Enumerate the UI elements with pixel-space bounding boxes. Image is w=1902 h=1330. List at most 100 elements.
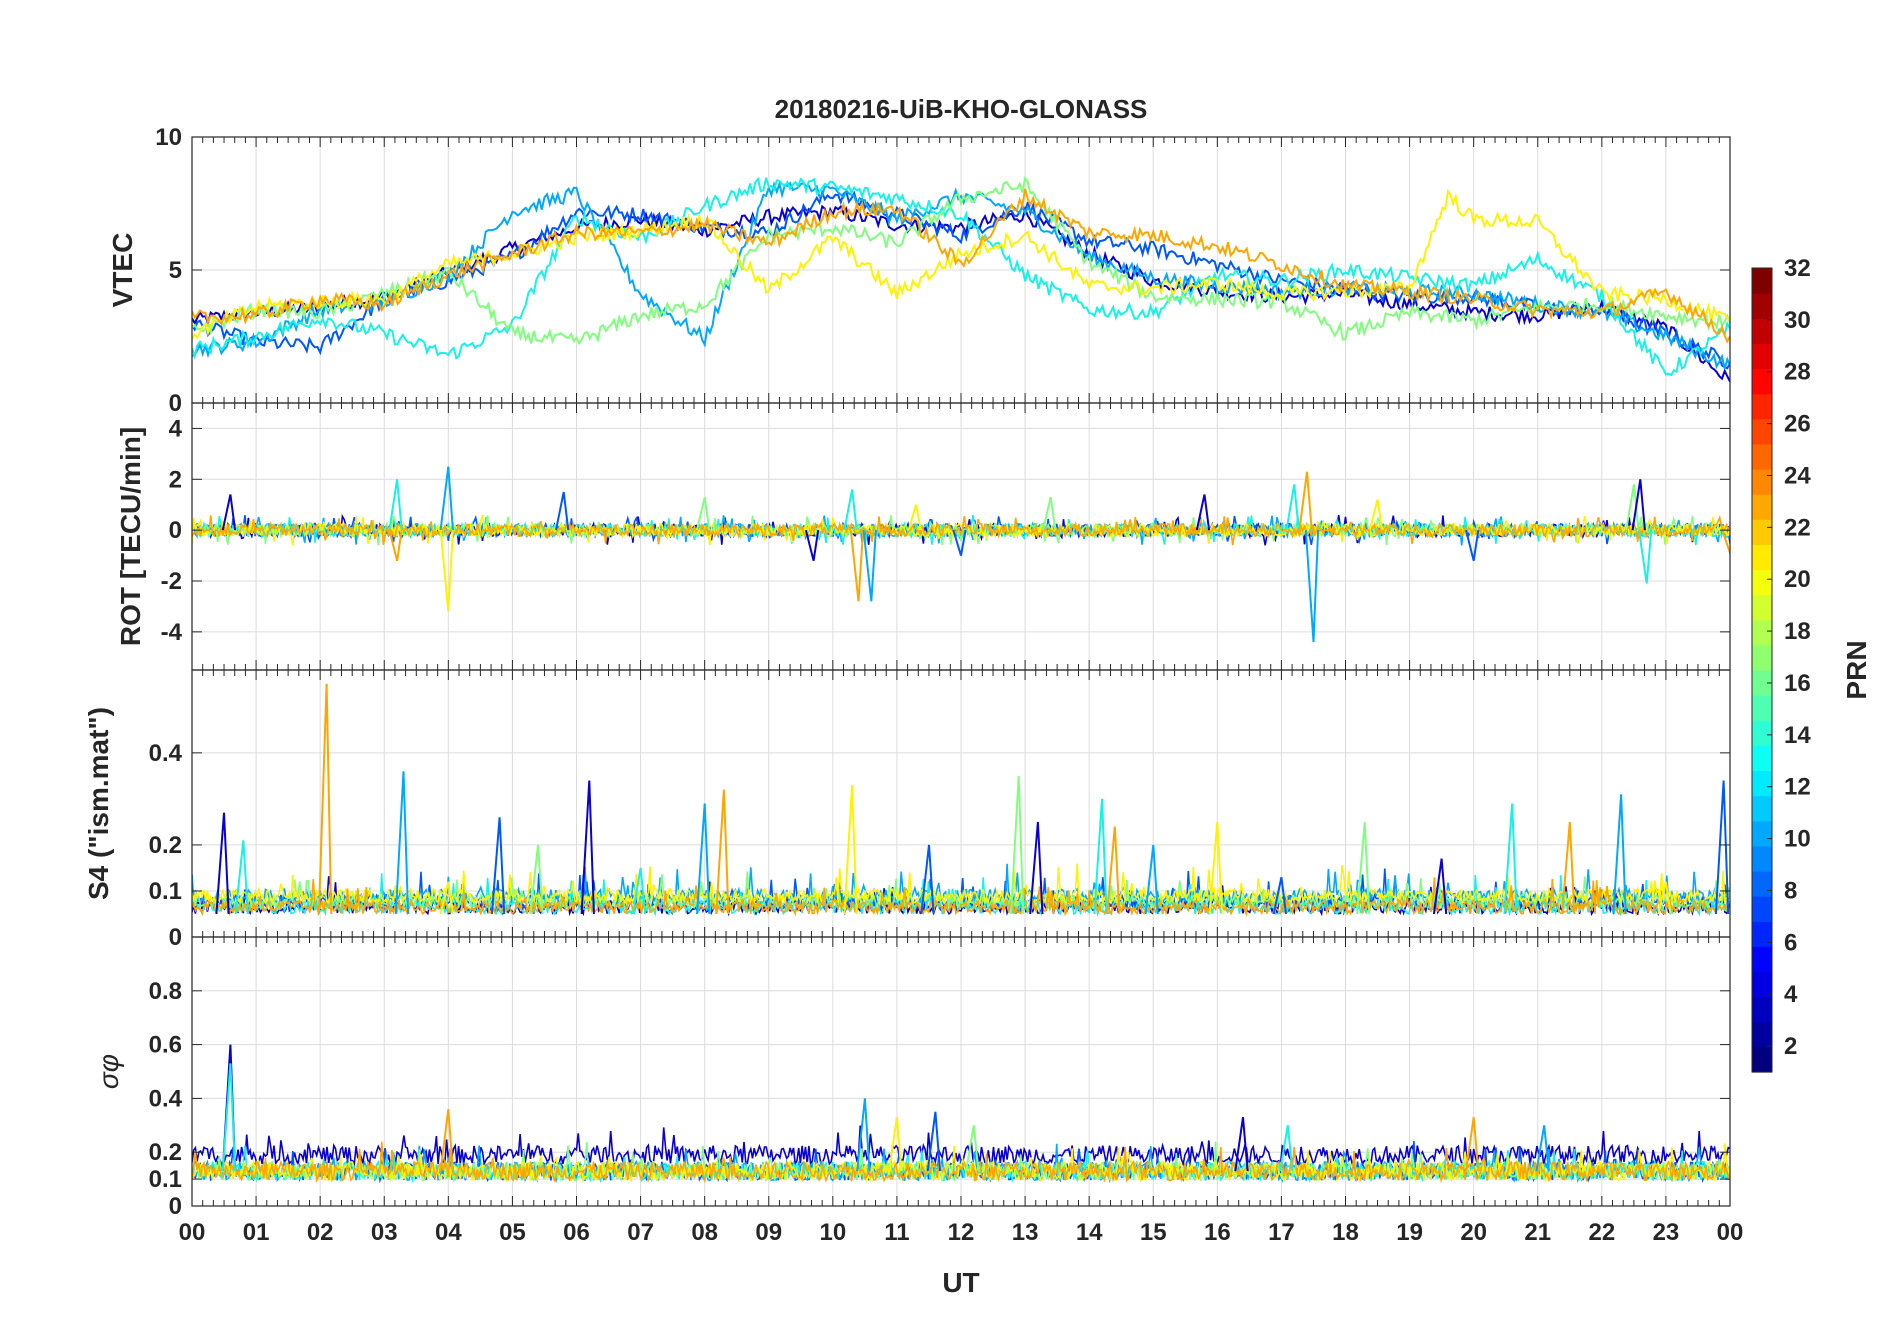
x-tick-label: 04	[435, 1219, 462, 1246]
spike	[1561, 821, 1576, 915]
panel-rot: -4 -2 0 2 4 ROT [TECU/min]	[115, 402, 1731, 671]
series-line	[192, 863, 1730, 906]
spike	[1042, 496, 1057, 531]
y-axis-label: ROT [TECU/min]	[115, 427, 146, 646]
colorbar-swatch	[1752, 820, 1772, 847]
grid	[192, 403, 1730, 670]
chart-title: 20180216-UiB-KHO-GLONASS	[775, 94, 1148, 124]
y-axis-label: VTEC	[107, 233, 138, 308]
spike	[1714, 780, 1730, 915]
colorbar-swatch	[1752, 318, 1772, 344]
y-tick-label: -4	[161, 619, 183, 646]
colorbar-tick-label: 24	[1784, 462, 1811, 489]
spike	[1093, 798, 1108, 915]
spike	[529, 844, 544, 915]
colorbar-swatch	[1752, 946, 1772, 973]
colorbar-swatch	[1752, 695, 1772, 721]
colorbar-swatch	[1752, 418, 1772, 445]
spike	[1279, 1125, 1294, 1172]
colorbar-swatch	[1752, 644, 1772, 671]
x-tick-label: 14	[1076, 1219, 1103, 1246]
spike	[439, 1109, 454, 1172]
colorbar-swatch	[1752, 770, 1772, 797]
colorbar-swatch	[1752, 443, 1772, 470]
spike	[696, 496, 711, 531]
x-tick-label: 12	[948, 1219, 975, 1246]
spike	[926, 1111, 941, 1172]
colorbar-swatch	[1752, 594, 1772, 621]
series-line	[192, 877, 1730, 917]
spike	[555, 491, 570, 531]
y-tick-label: 0	[169, 1193, 182, 1220]
colorbar-swatch	[1752, 720, 1772, 746]
x-tick-label: 06	[563, 1219, 590, 1246]
spike	[1465, 529, 1480, 561]
spike	[888, 1117, 903, 1172]
spike	[388, 479, 403, 531]
spike	[1272, 876, 1287, 915]
colorbar-swatch	[1752, 469, 1772, 495]
panel-vtec: 0 5 10 VTEC	[107, 124, 1731, 417]
series-group	[192, 175, 1730, 383]
series-group	[192, 466, 1730, 643]
y-axis-label: S4 ("ism.mat")	[83, 707, 114, 900]
spike	[1106, 826, 1121, 915]
spike	[920, 844, 935, 915]
x-tick-label: 11	[884, 1219, 909, 1246]
y-tick-label: 0.4	[149, 740, 183, 767]
spike	[843, 489, 858, 531]
x-tick-label: 15	[1140, 1219, 1167, 1246]
spike	[1625, 484, 1640, 531]
x-tick-label: 03	[371, 1219, 398, 1246]
spike	[221, 494, 237, 531]
x-tick-label: 02	[307, 1219, 334, 1246]
spike	[1638, 529, 1653, 584]
spike	[1631, 479, 1646, 531]
colorbar-tick-label: 28	[1784, 359, 1811, 386]
y-tick-label: -2	[161, 568, 182, 595]
x-tick-label: 07	[627, 1219, 654, 1246]
colorbar-tick-label: 6	[1784, 929, 1797, 956]
colorbar-swatch	[1752, 519, 1772, 545]
spike	[1208, 821, 1223, 915]
series-line	[192, 188, 1730, 344]
spike	[849, 529, 865, 602]
colorbar-swatch	[1752, 268, 1772, 294]
colorbar-tick-label: 20	[1784, 566, 1811, 593]
spike	[1503, 803, 1518, 915]
colorbar-swatch	[1752, 745, 1772, 772]
x-tick-label: 21	[1524, 1219, 1551, 1246]
spike	[1721, 529, 1730, 557]
colorbar-swatch	[1752, 619, 1772, 646]
panel-s4: 0 0.1 0.2 0.4 S4 ("ism.mat")	[83, 669, 1731, 951]
spike	[234, 840, 249, 915]
spike	[221, 1063, 237, 1172]
spike	[1285, 484, 1300, 531]
y-tick-label: 0	[169, 517, 182, 544]
series-line	[192, 176, 1730, 377]
y-tick-label: 4	[169, 415, 183, 442]
y-tick-label: 0.1	[149, 1166, 182, 1193]
spike	[1657, 881, 1672, 915]
series-line	[192, 175, 1730, 346]
colorbar-swatch	[1752, 871, 1772, 897]
colorbar-tick-label: 2	[1784, 1033, 1797, 1060]
spike	[388, 529, 403, 561]
x-tick-label: 09	[755, 1219, 782, 1246]
colorbar-label: PRN	[1841, 640, 1872, 699]
x-tick-label: 01	[243, 1219, 270, 1246]
spike	[490, 817, 506, 915]
colorbar-tick-label: 32	[1784, 255, 1811, 282]
spike	[1432, 858, 1448, 915]
spike	[631, 867, 647, 915]
colorbar-tick-label: 18	[1784, 618, 1811, 645]
x-tick-label: 10	[819, 1219, 846, 1246]
colorbar-swatch	[1752, 343, 1772, 370]
y-tick-label: 5	[169, 257, 182, 284]
y-tick-label: 10	[155, 124, 182, 151]
spike	[1010, 775, 1025, 915]
spike	[804, 529, 820, 561]
spike	[856, 1098, 871, 1172]
spike	[215, 812, 230, 915]
